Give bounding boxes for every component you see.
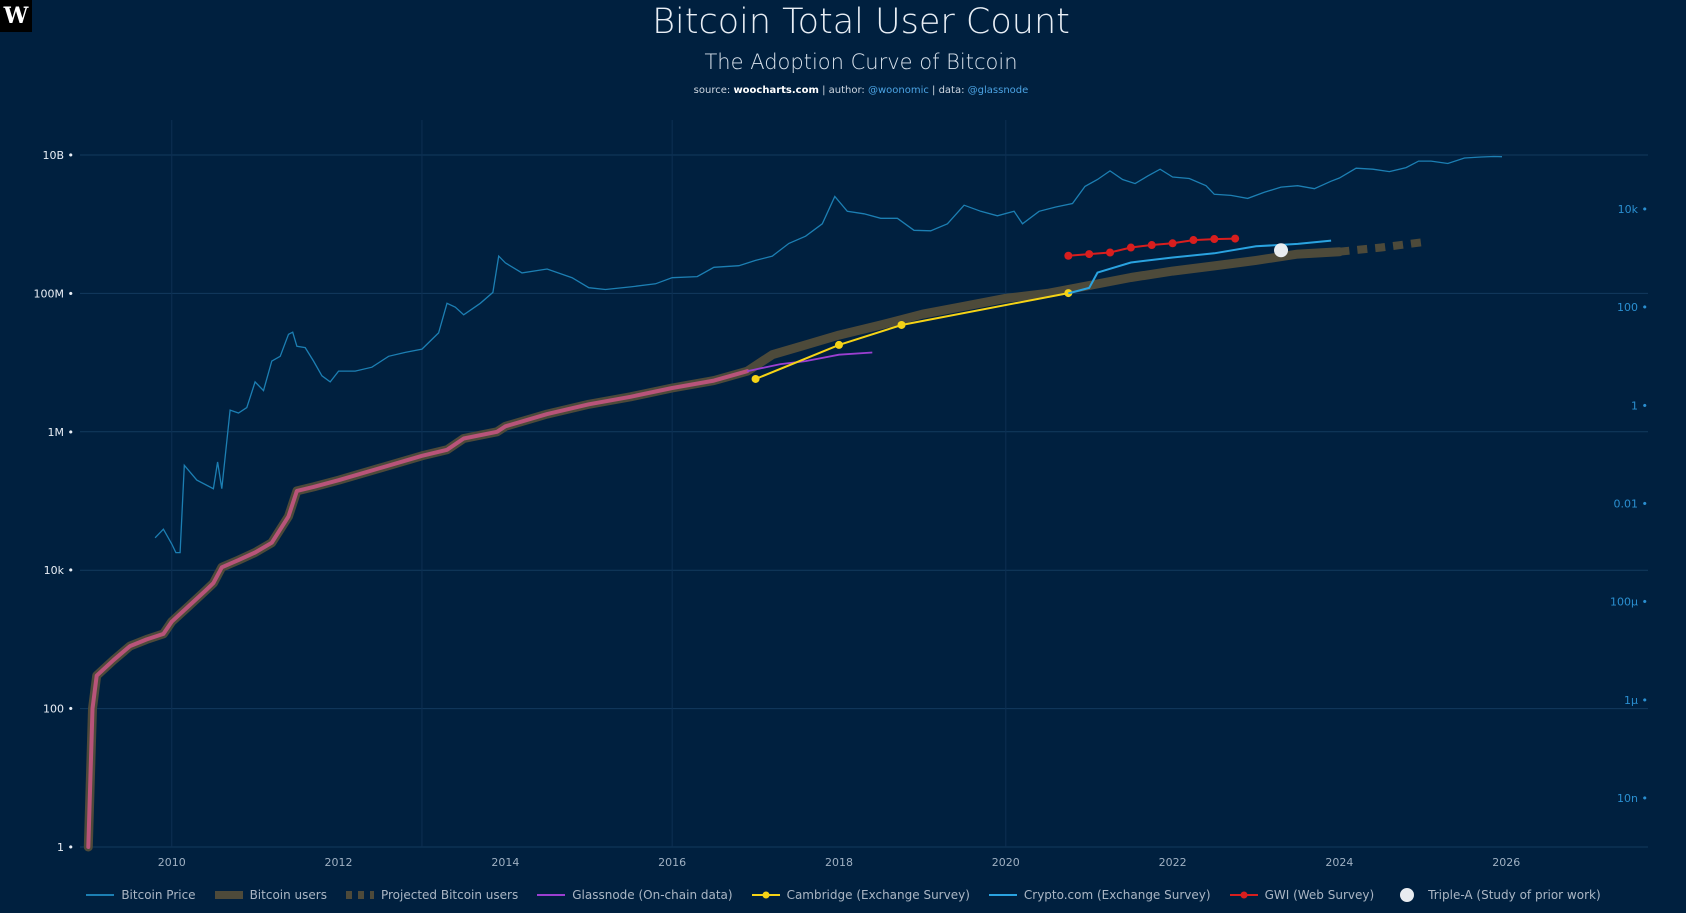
y-right-tick-label: 1μ •	[1624, 694, 1648, 707]
gwi-point	[1147, 241, 1156, 250]
x-tick-label: 2014	[491, 856, 519, 869]
legend-item[interactable]: Crypto.com (Exchange Survey)	[988, 888, 1211, 902]
y-left-tick-label: 10k •	[44, 564, 74, 577]
legend-item[interactable]: GWI (Web Survey)	[1229, 888, 1375, 902]
chart-title: Bitcoin Total User Count	[652, 2, 1070, 42]
author-prefix: | author:	[818, 85, 868, 96]
logo-letter: W	[3, 3, 29, 29]
x-tick-label: 2024	[1325, 856, 1353, 869]
series-bitcoin-price-line	[154, 155, 1503, 554]
source-prefix: source:	[693, 85, 734, 96]
legend-item[interactable]: Bitcoin Price	[85, 888, 196, 902]
x-tick-label: 2022	[1159, 856, 1187, 869]
legend: Bitcoin Price Bitcoin users Projected Bitc…	[0, 888, 1686, 902]
y-left-tick-label: 1M •	[48, 426, 74, 439]
y-left-tick-label: 100 •	[43, 703, 74, 716]
cambridge-point	[751, 374, 760, 383]
triplea-point	[1274, 243, 1289, 258]
x-tick-label: 2018	[825, 856, 853, 869]
legend-label: Crypto.com (Exchange Survey)	[1023, 888, 1211, 902]
x-tick-label: 2016	[658, 856, 686, 869]
legend-swatch	[214, 891, 243, 899]
y-right-tick-label: 10k •	[1618, 203, 1648, 216]
legend-item[interactable]: Projected Bitcoin users	[345, 888, 518, 902]
cambridge-point	[897, 320, 906, 329]
gwi-point	[1210, 235, 1219, 244]
data-prefix: | data:	[928, 85, 968, 96]
gwi-point	[1085, 250, 1094, 259]
legend-label: Projected Bitcoin users	[380, 888, 519, 902]
woocharts-logo: W	[0, 0, 32, 32]
series-glassnode-line	[747, 351, 873, 373]
legend-item[interactable]: Bitcoin users	[214, 888, 327, 902]
legend-item[interactable]: Cambridge (Exchange Survey)	[751, 888, 970, 902]
y-right-tick-label: 0.01 •	[1614, 498, 1648, 511]
legend-swatch	[345, 891, 374, 899]
source-line: source: woocharts.com | author: @woonomi…	[0, 85, 1686, 96]
legend-swatch	[1400, 888, 1415, 902]
series-bitcoin-users-early-line	[86, 369, 750, 849]
legend-swatch	[537, 894, 566, 896]
chart-subtitle: The Adoption Curve of Bitcoin	[704, 50, 1018, 74]
x-tick-label: 2010	[158, 856, 186, 869]
y-left-tick-label: 100M •	[34, 287, 74, 300]
x-tick-label: 2020	[992, 856, 1020, 869]
legend-item[interactable]: Glassnode (On-chain data)	[536, 888, 733, 902]
gwi-point	[1106, 248, 1115, 257]
legend-label: Bitcoin users	[249, 888, 327, 902]
gwi-point	[1231, 234, 1240, 243]
legend-label: Triple-A (Study of prior work)	[1428, 888, 1601, 902]
y-left-tick-label: 10B •	[42, 149, 74, 162]
legend-swatch	[751, 891, 780, 899]
gwi-point	[1189, 236, 1198, 245]
legend-swatch	[988, 894, 1017, 896]
source-site-link[interactable]: woocharts.com	[733, 85, 819, 96]
y-right-tick-label: 1 •	[1631, 399, 1648, 412]
x-tick-label: 2026	[1492, 856, 1520, 869]
y-right-tick-label: 100 •	[1617, 301, 1648, 314]
series-projected-users-line	[1338, 238, 1424, 256]
series-bitcoin-users-band	[83, 247, 1344, 852]
legend-label: GWI (Web Survey)	[1264, 888, 1375, 902]
gwi-point	[1168, 239, 1177, 248]
cambridge-point	[834, 340, 843, 349]
legend-label: Bitcoin Price	[121, 888, 196, 902]
data-source-link[interactable]: @glassnode	[967, 85, 1029, 96]
x-tick-label: 2012	[325, 856, 353, 869]
author-link[interactable]: @woonomic	[867, 85, 929, 96]
y-right-tick-label: 10n •	[1617, 792, 1648, 805]
legend-swatch	[1229, 891, 1258, 899]
legend-label: Glassnode (On-chain data)	[572, 888, 733, 902]
y-left-tick-label: 1 •	[57, 841, 74, 854]
gwi-point	[1126, 243, 1135, 252]
legend-item[interactable]: Triple-A (Study of prior work)	[1392, 888, 1601, 902]
series-cambridge-line	[755, 292, 1069, 380]
legend-swatch	[86, 894, 115, 896]
gwi-point	[1064, 251, 1073, 260]
y-right-tick-label: 100μ •	[1610, 596, 1648, 609]
legend-label: Cambridge (Exchange Survey)	[786, 888, 970, 902]
